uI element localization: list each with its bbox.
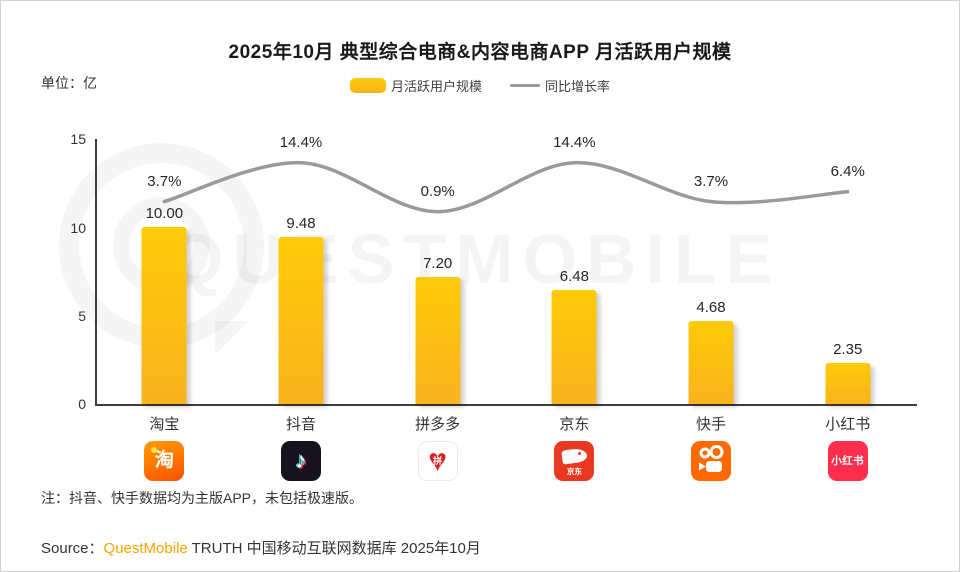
app-name-label: 快手	[696, 416, 727, 433]
unit-label: 单位：亿	[41, 75, 97, 91]
x-label-xiaohongshu: 小红书 小红书	[779, 413, 916, 481]
growth-rate-label: 14.4%	[279, 133, 323, 151]
legend-growth-label: 同比增长率	[545, 79, 611, 94]
plot-area: 3.7% 10.00 14.4% 9.48 0.9% 7.20 14.4% 6.…	[96, 134, 916, 404]
x-label-kuaishou: 快手	[643, 413, 780, 481]
jd-glyph: 京东	[566, 467, 582, 476]
bar-value-label: 10.00	[145, 205, 184, 223]
app-name-label: 京东	[559, 416, 590, 433]
x-axis-labels: 淘宝 淘 抖音 ♪ 拼多多 ♥ 拼 京东 京东	[96, 413, 916, 481]
y-tick-5: 5	[78, 308, 86, 324]
taobao-app-icon[interactable]: 淘	[144, 441, 185, 481]
chart-column-jd: 14.4% 6.48	[506, 134, 643, 404]
x-label-douyin: 抖音 ♪	[233, 413, 370, 481]
douyin-app-icon[interactable]: ♪	[281, 441, 321, 481]
footnote: 注：抖音、快手数据均为主版APP，未包括极速版。	[41, 490, 364, 506]
page-title: 2025年10月 典型综合电商&内容电商APP 月活跃用户规模	[228, 42, 732, 63]
app-name-label: 淘宝	[149, 416, 180, 433]
growth-rate-line	[162, 160, 850, 214]
taobao-glyph: 淘	[154, 450, 174, 471]
bar-taobao[interactable]	[141, 227, 187, 404]
y-tick-10: 10	[70, 220, 86, 236]
pinduoduo-glyph: 拼	[433, 456, 443, 466]
bar-douyin[interactable]	[278, 236, 324, 404]
pinduoduo-app-icon[interactable]: ♥ 拼	[417, 441, 458, 481]
growth-rate-label: 6.4%	[830, 162, 865, 180]
legend: 月活跃用户规模 同比增长率	[1, 76, 959, 95]
source-prefix: Source：	[41, 540, 104, 557]
app-name-label: 拼多多	[415, 416, 461, 433]
bar-value-label: 9.48	[286, 214, 316, 232]
growth-rate-label: 3.7%	[693, 172, 729, 190]
bar-value-label: 7.20	[423, 254, 453, 272]
jd-app-icon[interactable]: 京东	[554, 441, 595, 481]
y-tick-15: 15	[70, 131, 86, 147]
x-label-taobao: 淘宝 淘	[96, 413, 233, 481]
x-axis-line	[95, 404, 917, 406]
questmobile-brand: QuestMobile	[103, 540, 188, 557]
xiaohongshu-glyph: 小红书	[831, 455, 865, 467]
xiaohongshu-app-icon[interactable]: 小红书	[827, 441, 868, 481]
chart-column-pinduoduo: 0.9% 7.20	[369, 139, 506, 404]
bar-jd[interactable]	[551, 289, 597, 404]
x-label-pinduoduo: 拼多多 ♥ 拼	[369, 413, 506, 481]
taobao-dot-icon	[151, 447, 158, 453]
growth-rate-label: 3.7%	[147, 172, 182, 190]
bar-pinduoduo[interactable]	[415, 276, 461, 404]
bar-value-label: 6.48	[559, 267, 589, 285]
bar-swatch-icon	[349, 78, 386, 93]
x-label-jd: 京东 京东	[506, 413, 643, 481]
app-name-label: 抖音	[286, 416, 317, 433]
y-tick-0: 0	[78, 396, 86, 412]
bar-kuaishou[interactable]	[688, 321, 734, 404]
source-line: Source：QuestMobile TRUTH 中国移动互联网数据库 2025…	[41, 537, 481, 558]
bar-xiaohongshu[interactable]	[825, 362, 871, 404]
growth-rate-label: 14.4%	[553, 133, 596, 151]
kuaishou-app-icon[interactable]	[691, 441, 732, 481]
chart-column-xiaohongshu: 6.4% 2.35	[779, 139, 916, 404]
music-note-icon: ♪	[295, 447, 307, 473]
legend-item-mau[interactable]: 月活跃用户规模	[349, 76, 482, 95]
bar-value-label: 2.35	[833, 340, 863, 358]
jd-dog-eye	[578, 452, 582, 455]
questmobile-logo-tail	[215, 321, 249, 355]
chart-column-douyin: 14.4% 9.48	[233, 134, 370, 404]
chart-column-taobao: 3.7% 10.00	[96, 139, 233, 404]
legend-mau-label: 月活跃用户规模	[390, 79, 482, 94]
questmobile-text-watermark: QUESTMOBILE	[169, 219, 781, 299]
y-axis-line	[95, 139, 97, 406]
app-name-label: 小红书	[825, 416, 871, 433]
heart-icon: ♥	[428, 442, 448, 478]
growth-rate-label: 0.9%	[420, 182, 455, 200]
source-rest: TRUTH 中国移动互联网数据库 2025年10月	[187, 540, 481, 557]
chart-column-kuaishou: 3.7% 4.68	[643, 139, 780, 404]
jd-dog-icon	[561, 447, 589, 465]
video-camera-icon	[699, 445, 724, 472]
line-swatch-icon	[510, 84, 540, 87]
bar-value-label: 4.68	[696, 299, 726, 317]
legend-item-growth[interactable]: 同比增长率	[510, 76, 610, 95]
